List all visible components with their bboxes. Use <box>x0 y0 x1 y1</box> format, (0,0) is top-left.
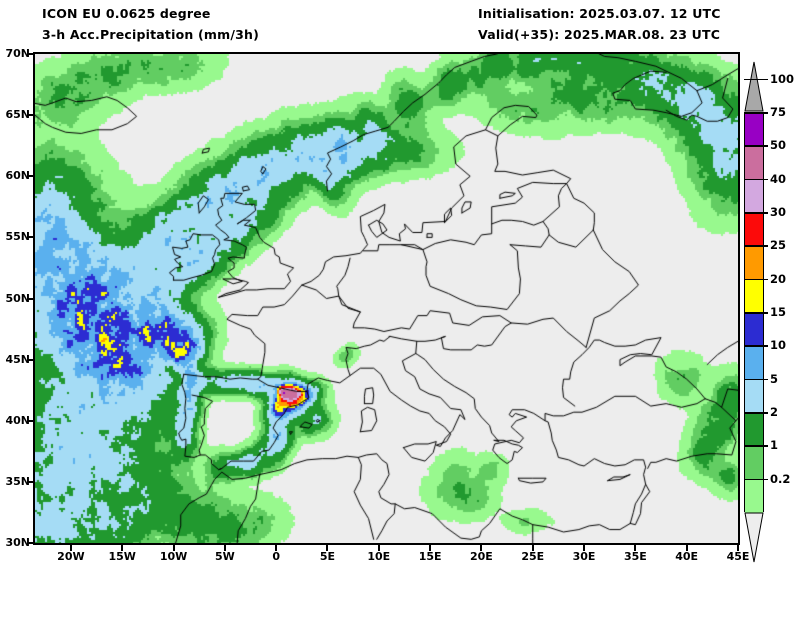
colorbar-tick-mark <box>744 112 768 114</box>
lat-tick-mark <box>27 236 33 239</box>
colorbar-tick-label: 50 <box>770 138 787 153</box>
colorbar-tick-label: 10 <box>770 338 787 353</box>
lon-tick-label: 5E <box>319 550 336 563</box>
colorbar-tick-mark <box>744 412 768 414</box>
colorbar-under-arrow <box>744 512 764 563</box>
colorbar-tick-label: 40 <box>770 171 787 186</box>
colorbar-band <box>745 446 763 480</box>
colorbar-band <box>745 413 763 447</box>
lat-tick-mark <box>27 419 33 422</box>
lat-tick-mark <box>27 542 33 544</box>
valid-time: Valid(+35): 2025.MAR.08. 23 UTC <box>478 27 721 42</box>
lat-tick-label: 55N <box>5 230 30 244</box>
precipitation-map <box>35 54 738 543</box>
field-title: 3-h Acc.Precipitation (mm/3h) <box>42 27 260 42</box>
colorbar-band <box>745 146 763 180</box>
colorbar-over-arrow <box>744 61 764 112</box>
lon-tick-mark <box>429 545 432 551</box>
colorbar-band <box>745 279 763 313</box>
lat-tick-mark <box>27 114 33 117</box>
lat-tick-mark <box>27 358 33 361</box>
colorbar-tick-mark <box>744 478 768 481</box>
lon-tick-mark <box>480 545 483 551</box>
colorbar-tick-label: 100 <box>770 71 795 86</box>
lon-tick-mark <box>737 545 739 551</box>
lon-tick-label: 20E <box>470 550 493 563</box>
lon-tick-label: 35E <box>623 550 647 563</box>
lon-tick-label: 5W <box>214 550 235 563</box>
colorbar-tick-mark <box>744 178 768 181</box>
lon-tick-mark <box>377 545 380 551</box>
lon-tick-label: 25E <box>521 550 545 563</box>
colorbar-band <box>745 346 763 380</box>
colorbar-band <box>745 379 763 413</box>
precipitation-colorbar: 0.2 1 2 5 10 15 20 25 30 40 50 75 100 <box>744 60 800 563</box>
colorbar-tick-label: 5 <box>770 371 779 386</box>
lat-tick-label: 30N <box>5 536 30 549</box>
lat-tick-mark <box>27 480 33 483</box>
colorbar-tick-label: 75 <box>770 105 787 119</box>
colorbar-tick-label: 15 <box>770 305 787 319</box>
colorbar-tick-label: 25 <box>770 238 787 253</box>
map-frame <box>33 52 740 545</box>
colorbar-tick-mark <box>744 345 768 347</box>
colorbar-band <box>745 179 763 213</box>
lat-tick-label: 65N <box>5 108 30 122</box>
lat-tick-mark <box>27 53 33 55</box>
lon-tick-mark <box>583 545 586 551</box>
lon-tick-mark <box>275 545 278 551</box>
lat-tick-label: 40N <box>5 413 30 427</box>
lon-tick-label: 10W <box>159 550 188 563</box>
model-title: ICON EU 0.0625 degree <box>42 6 211 21</box>
colorbar-tick-label: 1 <box>770 438 779 453</box>
colorbar-tick-mark <box>744 378 768 381</box>
lat-tick-mark <box>27 297 33 300</box>
lon-tick-mark <box>634 545 637 551</box>
lon-tick-label: 10E <box>367 550 391 563</box>
colorbar-tick-mark <box>744 312 768 314</box>
lon-tick-mark <box>172 545 175 551</box>
lat-tick-label: 50N <box>5 291 30 305</box>
lon-tick-label: 45E <box>726 550 750 563</box>
lon-tick-label: 30E <box>572 550 596 563</box>
lat-tick-label: 35N <box>5 474 30 488</box>
colorbar-tick-mark <box>744 245 768 247</box>
colorbar-tick-label: 30 <box>770 205 787 219</box>
colorbar-band <box>745 213 763 247</box>
lat-tick-label: 60N <box>5 169 30 183</box>
colorbar-band <box>745 246 763 280</box>
colorbar-tick-label: 2 <box>770 405 779 419</box>
lon-tick-label: 20W <box>57 550 85 563</box>
colorbar-tick-mark <box>744 212 768 214</box>
colorbar-tick-mark <box>744 145 768 147</box>
lon-tick-mark <box>69 545 72 551</box>
colorbar-tick-label: 20 <box>770 271 787 286</box>
colorbar-tick-mark <box>744 278 768 281</box>
lon-tick-mark <box>223 545 226 551</box>
lon-tick-mark <box>121 545 124 551</box>
colorbar-band <box>745 113 763 147</box>
colorbar-band <box>745 313 763 347</box>
lon-tick-label: 15E <box>418 550 442 563</box>
lat-tick-mark <box>27 175 33 178</box>
lon-tick-label: 15W <box>108 550 136 563</box>
lon-tick-mark <box>685 545 688 551</box>
lon-tick-mark <box>326 545 329 551</box>
lon-tick-mark <box>531 545 534 551</box>
colorbar-band <box>745 479 763 513</box>
lon-tick-label: 0 <box>272 550 280 563</box>
colorbar-tick-mark <box>744 445 768 447</box>
lat-tick-label: 70N <box>5 47 30 60</box>
colorbar-tick-label: 0.2 <box>770 471 791 486</box>
lon-tick-label: 40E <box>675 550 699 563</box>
colorbar-tick-mark <box>744 78 768 81</box>
lat-tick-label: 45N <box>5 352 30 366</box>
initialisation-time: Initialisation: 2025.03.07. 12 UTC <box>478 6 721 21</box>
